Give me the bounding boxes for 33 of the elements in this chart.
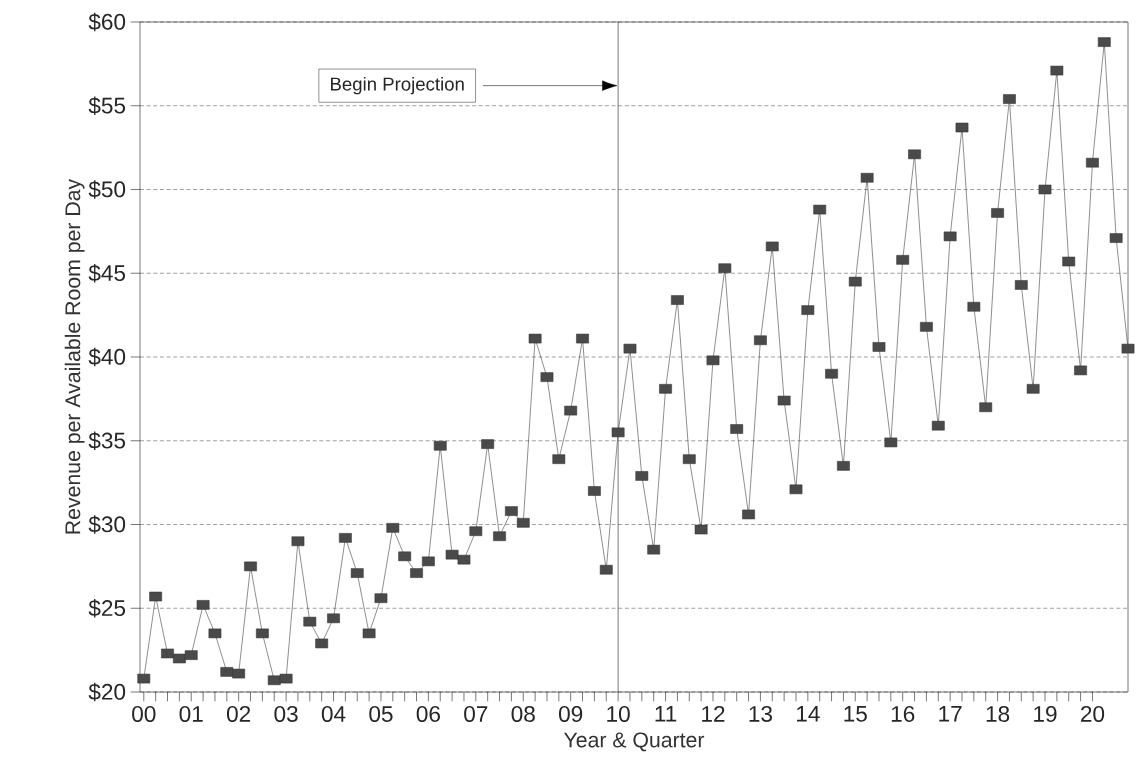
y-tick-label: $35 — [88, 431, 126, 450]
x-tick-label: 00 — [132, 705, 156, 722]
x-tick-label: 03 — [274, 705, 298, 722]
x-tick-label: 09 — [559, 705, 583, 722]
x-tick-label: 18 — [986, 705, 1010, 722]
x-tick-label: 12 — [702, 705, 725, 722]
y-tick-label: $30 — [88, 515, 126, 534]
x-tick-label: 17 — [939, 705, 962, 722]
y-tick-label: $50 — [88, 180, 126, 199]
x-tick-label: 01 — [179, 705, 203, 722]
y-tick-label: $60 — [88, 12, 126, 32]
x-tick-label: 16 — [891, 705, 915, 722]
x-tick-label: 11 — [655, 705, 677, 722]
x-tick-label: 19 — [1034, 705, 1057, 722]
x-tick-label: 05 — [369, 705, 393, 722]
x-tick-label: 14 — [797, 705, 820, 722]
y-tick-label: $20 — [88, 682, 126, 702]
x-tick-label: 15 — [844, 705, 867, 722]
y-axis-title: Revenue per Available Room per Day — [64, 178, 85, 534]
x-tick-label: 10 — [607, 705, 630, 722]
y-tick-label: $45 — [88, 264, 126, 283]
y-tick-label: $55 — [88, 96, 126, 115]
y-tick-label: $40 — [88, 347, 126, 367]
x-tick-label: 07 — [464, 705, 488, 722]
x-tick-label: 08 — [511, 705, 535, 722]
y-tick-label: $25 — [88, 599, 126, 618]
x-tick-label: 02 — [226, 705, 251, 722]
ref-line-label: Begin Projection — [331, 76, 464, 95]
x-axis-title: Year & Quarter — [563, 732, 705, 752]
x-tick-label: 20 — [1081, 705, 1105, 722]
x-tick-label: 13 — [749, 705, 772, 722]
x-tick-label: 04 — [321, 705, 346, 722]
x-tick-label: 06 — [416, 705, 440, 722]
